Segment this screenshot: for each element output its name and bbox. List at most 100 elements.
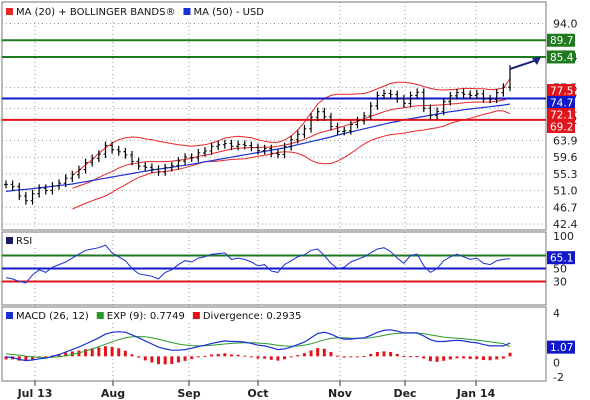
divergence-bar <box>276 356 280 361</box>
divergence-bar <box>349 356 353 358</box>
divergence-bar <box>448 356 452 360</box>
value-tag <box>547 108 575 121</box>
divergence-bar <box>316 348 320 357</box>
divergence-bar <box>269 356 273 360</box>
divergence-bar <box>462 356 466 359</box>
bollinger-lower-line <box>72 110 511 210</box>
rsi-value-tag-label: 65.1 <box>550 253 573 265</box>
divergence-bar <box>77 350 81 357</box>
month-label: Jan 14 <box>456 387 496 400</box>
legend-swatch <box>6 8 13 15</box>
price-tick-label: 55.3 <box>553 168 578 181</box>
divergence-bar <box>322 348 326 357</box>
macd-tick-label: 4 <box>553 307 560 320</box>
divergence-bar <box>70 351 74 357</box>
divergence-bar <box>296 354 300 357</box>
rsi-value-tag <box>547 251 575 265</box>
divergence-bar <box>336 355 340 357</box>
divergence-bar <box>342 356 346 358</box>
divergence-bar <box>402 356 406 358</box>
divergence-bar <box>362 355 366 357</box>
divergence-bar <box>355 356 359 358</box>
panel-frame <box>1 306 547 382</box>
divergence-bar <box>103 346 107 357</box>
divergence-bar <box>84 349 88 357</box>
divergence-bar <box>415 356 419 358</box>
divergence-bar <box>57 354 61 357</box>
divergence-bar <box>283 356 287 360</box>
divergence-bar <box>468 356 472 360</box>
divergence-bar <box>375 352 379 357</box>
divergence-bar <box>183 356 187 361</box>
divergence-bar <box>150 356 154 363</box>
divergence-bar <box>329 352 333 357</box>
divergence-bar <box>501 356 505 359</box>
divergence-bar <box>4 356 8 360</box>
rsi-tick-label: 30 <box>553 276 567 289</box>
divergence-bar <box>170 356 174 364</box>
divergence-bar <box>442 356 446 361</box>
value-tag <box>547 120 575 133</box>
divergence-bar <box>488 356 492 361</box>
divergence-bar <box>263 356 267 359</box>
divergence-bar <box>481 356 485 361</box>
rsi-line <box>5 244 511 284</box>
month-label: Dec <box>393 387 416 400</box>
divergence-bar <box>176 356 180 363</box>
price-tick-label: 94.0 <box>553 18 578 31</box>
price-tick-label: 63.9 <box>553 134 578 147</box>
divergence-bar <box>64 352 68 357</box>
divergence-bar <box>210 354 214 357</box>
resistance-2-tag-label: 89.7 <box>550 35 573 47</box>
divergence-bar <box>395 353 399 357</box>
divergence-bar <box>236 354 240 357</box>
month-label: Jul 13 <box>17 387 53 400</box>
legend-entry: MACD (26, 12) <box>16 311 89 322</box>
resistance-2-tag <box>547 33 575 47</box>
divergence-bar <box>137 356 141 358</box>
rsi-tick-label: 100 <box>553 230 574 243</box>
divergence-bar <box>17 356 21 361</box>
x-axis: Jul 13 Aug Sep Oct Nov Dec Jan 14 <box>17 381 496 400</box>
divergence-bar <box>382 351 386 357</box>
divergence-bar <box>508 352 512 357</box>
divergence-bar <box>117 348 121 357</box>
divergence-bar <box>190 356 194 360</box>
divergence-bar <box>289 356 293 358</box>
target-arrow <box>509 59 538 70</box>
price-tick-label: 42.4 <box>553 218 578 231</box>
legend-bg <box>3 3 293 20</box>
legend-swatch <box>6 312 13 319</box>
divergence-bar <box>256 356 260 359</box>
legend-swatch <box>192 312 200 319</box>
legend-swatch <box>96 312 104 319</box>
divergence-bar <box>97 347 101 357</box>
divergence-bar <box>475 356 479 360</box>
divergence-bar <box>455 356 459 359</box>
target-arrow-head <box>532 56 541 65</box>
value-tag-label: 74.7 <box>550 98 573 110</box>
legend-entry: Divergence: 0.2935 <box>203 311 302 322</box>
divergence-bar <box>90 348 94 357</box>
divergence-bar <box>196 356 200 358</box>
price-panel: 94.0 85.4 77.574.772.169.263.9 59.6 55.3 51.0… <box>1 1 578 231</box>
divergence-bar <box>495 356 499 360</box>
macd-value-tag-label: 1.07 <box>550 342 573 354</box>
divergence-bar <box>123 350 127 357</box>
month-label: Nov <box>328 387 353 400</box>
divergence-bar <box>435 356 439 362</box>
resistance-1-tag-label: 85.4 <box>550 52 574 64</box>
divergence-bar <box>369 353 373 357</box>
divergence-bar <box>422 356 426 359</box>
divergence-bar <box>309 350 313 357</box>
divergence-bar <box>163 356 167 365</box>
legend-swatch <box>6 237 13 244</box>
divergence-bar <box>229 354 233 357</box>
legend-entry: EXP (9): 0.7749 <box>107 311 185 322</box>
divergence-bar <box>428 356 432 362</box>
bollinger-upper-line <box>72 78 511 176</box>
divergence-bar <box>216 353 220 357</box>
value-tag-label: 77.5 <box>550 86 573 98</box>
divergence-bar <box>243 355 247 357</box>
